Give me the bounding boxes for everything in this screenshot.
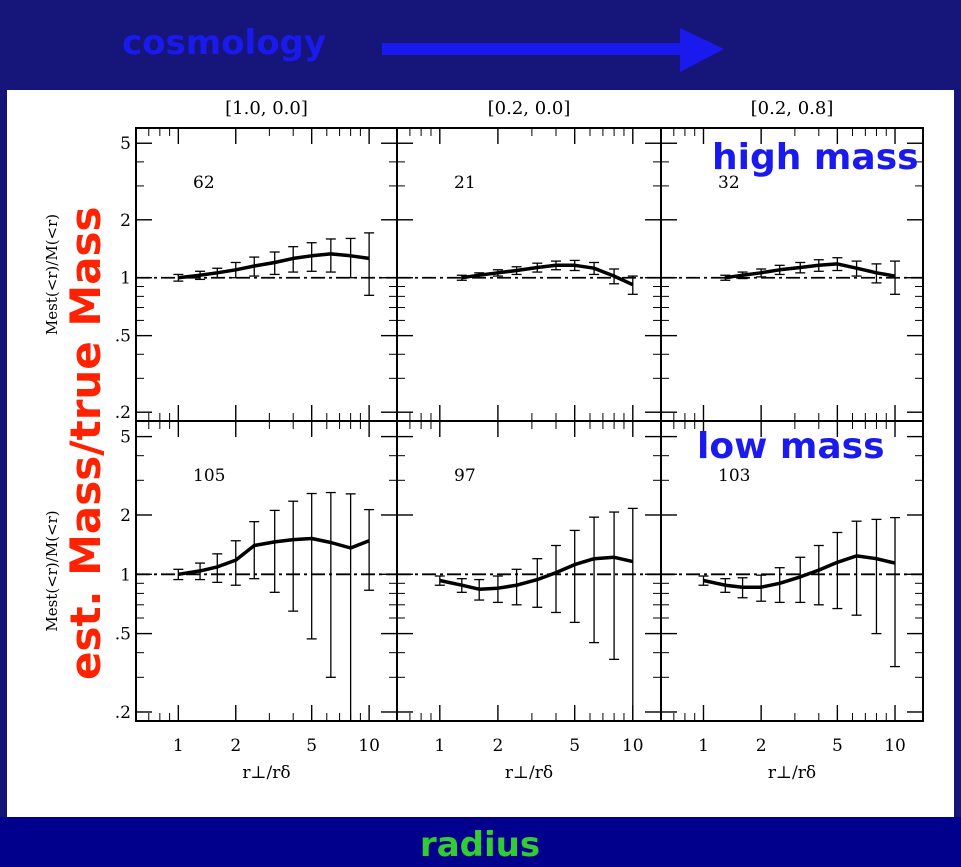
y-tick-label: .2: [115, 403, 131, 423]
x-tick-label: 1: [434, 736, 445, 756]
y-tick-label: 2: [120, 211, 131, 231]
panel-series: [456, 259, 638, 295]
y-axis-label: Mest(<r)/M(<r): [43, 214, 61, 335]
panel-count: 62: [193, 173, 215, 193]
y-tick-label: .2: [115, 703, 131, 723]
x-tick-label: 5: [569, 736, 580, 756]
panel-frame: [396, 127, 662, 422]
y-axis-overlay-label: est. Mass/true Mass: [61, 206, 110, 680]
panel-count: 97: [454, 466, 476, 486]
panel-count: 105: [193, 466, 225, 486]
panel-series: [173, 232, 375, 296]
y-tick-label: 1: [120, 565, 131, 585]
x-axis-label: r⊥/rδ: [768, 763, 816, 783]
x-tick-label: 2: [230, 736, 241, 756]
x-tick-label: 1: [173, 736, 184, 756]
x-tick-label: 10: [622, 736, 644, 756]
series-line: [725, 262, 896, 280]
figure-background: [7, 90, 954, 817]
cosmology-arrow: [382, 28, 724, 72]
cosmology-arrow-shaft: [382, 43, 690, 55]
low-mass-label: low mass: [697, 426, 885, 467]
cosmology-arrow-head: [680, 28, 724, 72]
series-line: [703, 554, 896, 589]
high-mass-label: high mass: [712, 137, 919, 178]
x-tick-label: 5: [306, 736, 317, 756]
bottom-band: [0, 817, 961, 867]
column-title: [0.2, 0.8]: [751, 98, 834, 119]
panel-series: [720, 257, 901, 295]
x-tick-label: 10: [358, 736, 380, 756]
cosmology-label: cosmology: [122, 23, 326, 63]
series-line: [178, 252, 370, 280]
y-tick-label: 2: [120, 506, 131, 526]
x-tick-label: 1: [698, 736, 709, 756]
x-tick-label: 2: [492, 736, 503, 756]
panel-series: [698, 516, 901, 668]
panel-frame: [396, 420, 662, 722]
x-tick-label: 5: [832, 736, 843, 756]
panel-series: [434, 507, 638, 721]
y-tick-label: 5: [120, 134, 131, 154]
x-axis-label: r⊥/rδ: [505, 763, 553, 783]
x-tick-label: 2: [756, 736, 767, 756]
y-tick-label: .5: [115, 625, 131, 645]
y-axis-label: Mest(<r)/M(<r): [43, 510, 61, 631]
series-line: [461, 263, 634, 287]
y-tick-label: 5: [120, 428, 131, 448]
x-axis-label: r⊥/rδ: [242, 763, 290, 783]
y-tick-label: 1: [120, 269, 131, 289]
series-line: [439, 555, 634, 591]
panel-series: [173, 491, 375, 721]
panel-count: 21: [454, 173, 476, 193]
column-title: [1.0, 0.0]: [225, 98, 308, 119]
radius-label: radius: [420, 825, 540, 865]
panel-frame: [660, 420, 924, 722]
x-tick-label: 10: [884, 736, 906, 756]
series-line: [178, 536, 370, 577]
panel-count: 32: [718, 173, 740, 193]
column-title: [0.2, 0.0]: [488, 98, 571, 119]
y-tick-label: .5: [115, 327, 131, 347]
panel-frame: [135, 420, 398, 722]
panel-count: 103: [718, 466, 750, 486]
